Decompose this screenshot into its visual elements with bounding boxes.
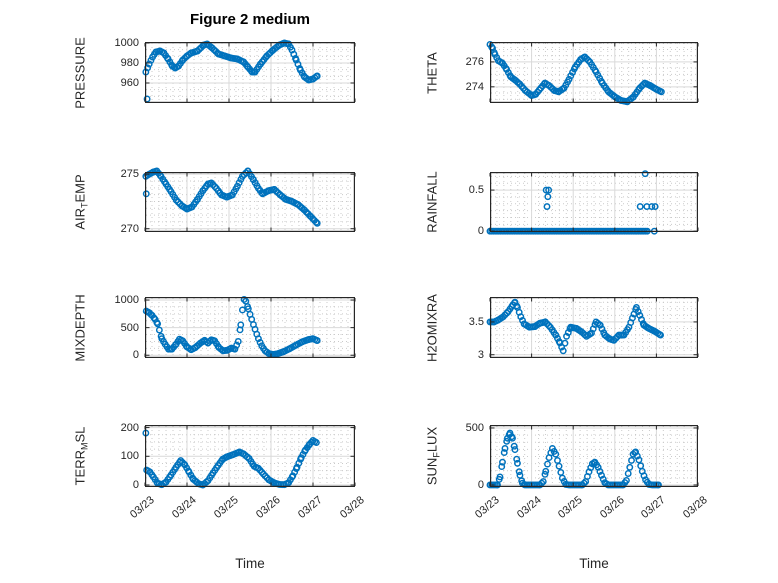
plot-area-mixdepth xyxy=(142,296,356,358)
tick-marks xyxy=(489,43,699,102)
y-tick-label: 0.5 xyxy=(468,184,484,197)
ylabel-text: PRESSURE xyxy=(72,36,88,109)
ylabel-text: RAINFALL xyxy=(424,171,440,233)
y-tick-label: 276 xyxy=(465,55,484,68)
tick-marks xyxy=(144,426,356,486)
data-markers xyxy=(486,41,665,106)
y-tick-label: 960 xyxy=(120,77,139,89)
ylabel-subscript: M xyxy=(79,442,90,451)
figure-title: Figure 2 medium xyxy=(189,11,311,28)
data-markers xyxy=(142,167,321,227)
minor-grid xyxy=(146,173,354,231)
ylabel-text: H2OMIXRA xyxy=(424,293,440,362)
data-markers xyxy=(142,296,321,358)
y-tick-label: 270 xyxy=(120,222,139,235)
data-markers xyxy=(486,429,662,489)
plot-area-air_temp xyxy=(142,167,356,232)
axes-box xyxy=(490,297,699,358)
ylabel-text: EMP xyxy=(72,174,88,203)
ylabel-text: THETA xyxy=(424,51,440,94)
ylabel-text: SL xyxy=(72,426,88,443)
data-markers xyxy=(142,429,320,489)
y-tick-label: 274 xyxy=(465,80,484,93)
ylabel-text: MIXDEPTH xyxy=(72,293,88,362)
axes-box xyxy=(490,172,699,232)
tick-marks xyxy=(144,173,356,231)
plot-area-terr_msl xyxy=(142,425,356,489)
tick-marks xyxy=(489,426,699,486)
axes-box xyxy=(490,425,699,487)
x-axis-label-right: Time xyxy=(579,556,609,571)
ylabel-text: SUN xyxy=(424,457,440,486)
plot-area-pressure xyxy=(142,39,356,103)
y-tick-label: 200 xyxy=(120,421,139,434)
y-tick-label: 0 xyxy=(477,478,484,491)
plot-area-h2omixra xyxy=(486,297,699,358)
y-axis-label-rainfall: RAINFALL xyxy=(425,171,440,232)
y-axis-label-terr_msl: TERRMSL xyxy=(72,426,90,486)
tick-marks xyxy=(144,42,356,102)
y-tick-label: 275 xyxy=(120,168,139,181)
major-grid xyxy=(491,426,697,486)
plot-area-sun_flux xyxy=(486,425,699,489)
y-axis-label-h2omixra: H2OMIXRA xyxy=(425,294,440,362)
y-tick-label: 0 xyxy=(132,478,139,491)
tick-marks xyxy=(144,298,356,357)
x-axis-label-left: Time xyxy=(235,556,265,571)
plot-area-theta xyxy=(486,41,699,106)
axes-box xyxy=(145,425,356,487)
axes-box xyxy=(490,42,699,103)
ylabel-subscript: F xyxy=(431,452,442,458)
axes-box xyxy=(145,172,356,232)
y-axis-label-pressure: PRESSURE xyxy=(73,37,88,109)
y-axis-label-theta: THETA xyxy=(425,52,440,94)
y-tick-label: 3.5 xyxy=(468,315,484,328)
y-tick-label: 1000 xyxy=(114,37,139,49)
y-tick-label: 0 xyxy=(477,225,484,238)
plot-area-rainfall xyxy=(486,170,699,235)
ylabel-subscript: T xyxy=(79,202,90,209)
ylabel-text: AIR xyxy=(72,208,88,230)
minor-grid xyxy=(491,173,697,231)
y-tick-label: 0 xyxy=(132,349,139,362)
ylabel-text: LUX xyxy=(424,426,440,453)
y-tick-label: 3 xyxy=(477,348,484,361)
y-axis-label-air_temp: AIRTEMP xyxy=(72,174,90,230)
y-tick-label: 500 xyxy=(465,421,484,434)
major-grid xyxy=(491,43,697,102)
axes-box xyxy=(145,42,356,103)
y-axis-label-sun_flux: SUNFLUX xyxy=(424,426,442,486)
y-tick-label: 980 xyxy=(120,57,139,69)
axes-box xyxy=(145,297,356,358)
tick-marks xyxy=(489,173,699,232)
y-tick-label: 1000 xyxy=(114,294,139,307)
data-markers xyxy=(486,170,659,235)
tick-marks xyxy=(489,298,699,357)
y-tick-label: 100 xyxy=(120,450,139,463)
data-markers xyxy=(142,39,321,103)
y-axis-label-mixdepth: MIXDEPTH xyxy=(73,294,88,361)
y-tick-label: 500 xyxy=(120,321,139,334)
data-markers xyxy=(486,298,665,355)
ylabel-text: TERR xyxy=(72,450,88,486)
major-grid xyxy=(146,298,354,357)
